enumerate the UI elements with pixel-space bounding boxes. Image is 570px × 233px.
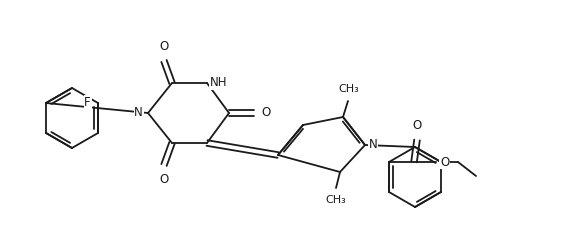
Text: O: O: [160, 173, 169, 186]
Text: CH₃: CH₃: [339, 84, 359, 94]
Text: O: O: [412, 119, 422, 132]
Text: O: O: [440, 155, 449, 168]
Text: CH₃: CH₃: [325, 195, 347, 205]
Text: O: O: [261, 106, 270, 120]
Text: F: F: [84, 96, 91, 109]
Text: NH: NH: [210, 76, 227, 89]
Text: N: N: [135, 106, 143, 120]
Text: N: N: [369, 138, 378, 151]
Text: O: O: [160, 40, 169, 53]
